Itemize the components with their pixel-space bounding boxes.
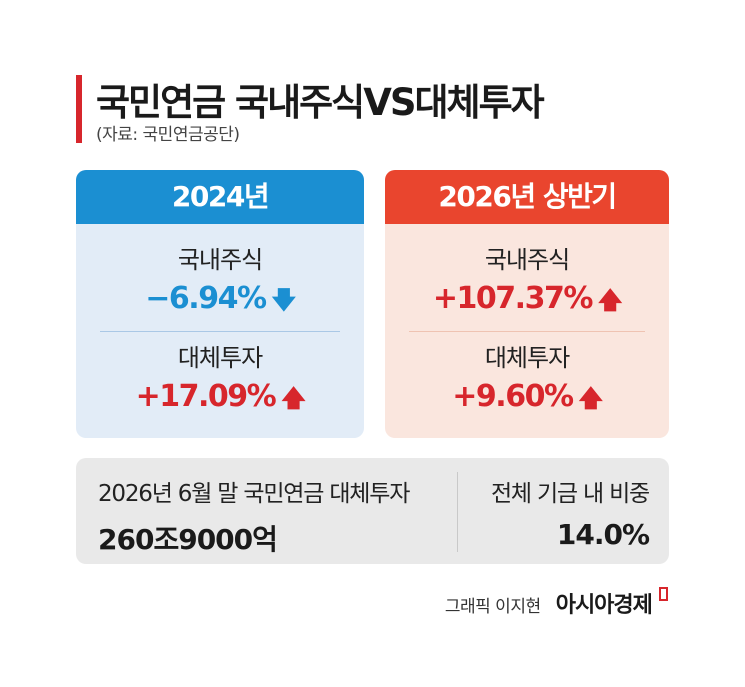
summary-share-value: 14.0% (556, 518, 650, 551)
summary-share-label: 전체 기금 내 비중 (490, 481, 650, 507)
metric-label: 국내주식 (484, 246, 570, 274)
brand-mark-icon (659, 587, 668, 601)
arrow-up-icon: 🡅 (281, 384, 306, 412)
metric-value: +9.60% 🡅 (452, 379, 604, 414)
page-title: 국민연금 국내주식VS대체투자 (96, 81, 545, 124)
panel-2024: 2024년 국내주식 −6.94% 🡇 대체투자 +17.09% 🡅 (76, 170, 364, 438)
title-accent-bar (76, 75, 82, 143)
metric-label: 대체투자 (177, 344, 263, 372)
panel-2026-h1: 2026년 상반기 국내주식 +107.37% 🡅 대체투자 +9.60% 🡅 (385, 170, 669, 438)
credit: 그래픽 이지현 아시아경제 (445, 587, 668, 619)
summary-divider (457, 472, 458, 552)
source-note: (자료: 국민연금공단) (96, 125, 240, 145)
metric-value: +17.09% 🡅 (135, 379, 306, 414)
arrow-up-icon: 🡅 (578, 384, 604, 412)
metric-domestic-stocks-2026: 국내주식 +107.37% 🡅 (385, 240, 669, 324)
summary-total: 2026년 6월 말 국민연금 대체투자 260조9000억 (98, 474, 410, 558)
summary-box: 2026년 6월 말 국민연금 대체투자 260조9000억 전체 기금 내 비… (76, 458, 669, 564)
brand-logo: 아시아경제 (555, 593, 653, 618)
metric-value: −6.94% 🡇 (145, 281, 297, 316)
arrow-down-icon: 🡇 (271, 286, 297, 314)
metric-alternative-2026: 대체투자 +9.60% 🡅 (385, 338, 669, 422)
divider (409, 331, 645, 332)
panel-2026-h1-title: 2026년 상반기 (385, 170, 669, 224)
arrow-up-icon: 🡅 (597, 286, 623, 314)
metric-value: +107.37% 🡅 (432, 281, 623, 316)
graphic-credit: 그래픽 이지현 (444, 597, 541, 617)
summary-total-label: 2026년 6월 말 국민연금 대체투자 (98, 481, 410, 507)
divider (100, 331, 340, 332)
metric-label: 국내주식 (177, 246, 263, 274)
summary-total-value: 260조9000억 (98, 523, 278, 556)
metric-domestic-stocks-2024: 국내주식 −6.94% 🡇 (76, 240, 364, 324)
metric-label: 대체투자 (484, 344, 570, 372)
panel-2024-title: 2024년 (76, 170, 364, 224)
metric-alternative-2024: 대체투자 +17.09% 🡅 (76, 338, 364, 422)
summary-share: 전체 기금 내 비중 14.0% (490, 474, 650, 551)
